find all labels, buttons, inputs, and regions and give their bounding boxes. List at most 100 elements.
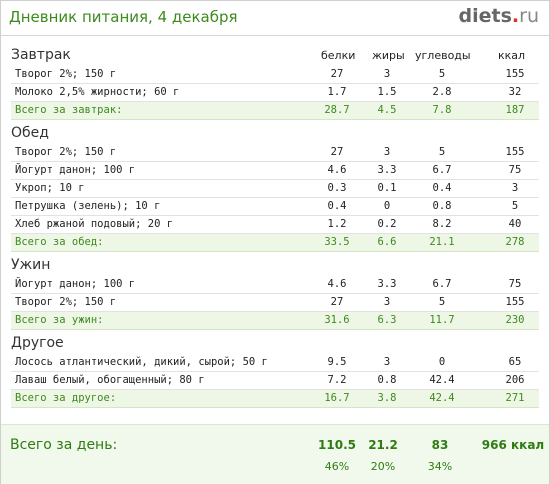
carbs-value: 5	[438, 146, 446, 158]
carbs-value: 6.7	[432, 278, 452, 290]
protein-value: 28.7	[324, 104, 350, 116]
food-name: Творог 2%; 150 г	[15, 296, 117, 308]
day-total-panel: Всего за день: 110.5 21.2 83 966 ккал 46…	[1, 424, 549, 484]
protein-value: 0.3	[327, 182, 347, 194]
kcal-value: 155	[505, 68, 525, 80]
protein-value: 0.4	[327, 200, 347, 212]
kcal-value: 5	[511, 200, 519, 212]
fat-value: 0.2	[377, 218, 397, 230]
food-name: Укроп; 10 г	[15, 182, 85, 194]
page-title: Дневник питания, 4 декабря	[9, 8, 238, 26]
day-pct-carbs: 34%	[427, 460, 453, 473]
table-row: Петрушка (зелень); 10 г 0.4 0 0.8 5	[11, 198, 539, 216]
fat-value: 3	[383, 296, 391, 308]
kcal-value: 187	[505, 104, 525, 116]
food-name: Йогурт данон; 100 г	[15, 278, 136, 290]
section-title-breakfast: Завтрак	[11, 47, 71, 63]
day-total-protein: 110.5	[318, 438, 356, 452]
section-total-row: Всего за завтрак: 28.7 4.5 7.8 187	[11, 102, 539, 120]
fat-value: 6.3	[377, 314, 397, 326]
fat-value: 0.1	[377, 182, 397, 194]
section-title-lunch: Обед	[11, 125, 49, 141]
carbs-value: 5	[438, 296, 446, 308]
protein-value: 9.5	[327, 356, 347, 368]
site-logo[interactable]: diets.ru	[459, 5, 539, 27]
total-label: Всего за другое:	[15, 392, 117, 404]
carbs-value: 6.7	[432, 164, 452, 176]
table-row: Йогурт данон; 100 г 4.6 3.3 6.7 75	[11, 162, 539, 180]
kcal-value: 75	[508, 164, 522, 176]
total-label: Всего за обед:	[15, 236, 104, 248]
carbs-value: 42.4	[429, 374, 455, 386]
logo-main: diets	[458, 5, 512, 27]
total-label: Всего за ужин:	[15, 314, 104, 326]
fat-value: 0	[383, 200, 391, 212]
logo-tld: ru	[519, 5, 539, 27]
logo-dot: .	[511, 5, 520, 27]
day-total-carbs: 83	[431, 438, 449, 452]
carbs-value: 7.8	[432, 104, 452, 116]
column-header-protein: белки	[321, 49, 356, 62]
protein-value: 4.6	[327, 164, 347, 176]
total-label: Всего за завтрак:	[15, 104, 123, 116]
table-row: Творог 2%; 150 г 27 3 5 155	[11, 66, 539, 84]
fat-value: 1.5	[377, 86, 397, 98]
food-name: Молоко 2,5% жирности; 60 г	[15, 86, 180, 98]
carbs-value: 8.2	[432, 218, 452, 230]
food-name: Творог 2%; 150 г	[15, 68, 117, 80]
table-row: Хлеб ржаной подовый; 20 г 1.2 0.2 8.2 40	[11, 216, 539, 234]
food-name: Хлеб ржаной подовый; 20 г	[15, 218, 174, 230]
kcal-value: 65	[508, 356, 522, 368]
kcal-value: 155	[505, 296, 525, 308]
table-row: Творог 2%; 150 г 27 3 5 155	[11, 144, 539, 162]
section-title-dinner: Ужин	[11, 257, 51, 273]
carbs-value: 11.7	[429, 314, 455, 326]
section-total-row: Всего за другое: 16.7 3.8 42.4 271	[11, 390, 539, 408]
section-title-other: Другое	[11, 335, 64, 351]
fat-value: 3	[383, 146, 391, 158]
table-row: Творог 2%; 150 г 27 3 5 155	[11, 294, 539, 312]
day-total-kcal: 966 ккал	[481, 438, 545, 452]
kcal-value: 40	[508, 218, 522, 230]
fat-value: 3	[383, 356, 391, 368]
kcal-value: 32	[508, 86, 522, 98]
protein-value: 4.6	[327, 278, 347, 290]
food-name: Лосось атлантический, дикий, сырой; 50 г	[15, 356, 268, 368]
fat-value: 0.8	[377, 374, 397, 386]
section-total-row: Всего за ужин: 31.6 6.3 11.7 230	[11, 312, 539, 330]
carbs-value: 0.8	[432, 200, 452, 212]
column-header-fat: жиры	[372, 49, 405, 62]
table-row: Йогурт данон; 100 г 4.6 3.3 6.7 75	[11, 276, 539, 294]
food-name: Йогурт данон; 100 г	[15, 164, 136, 176]
day-total-label: Всего за день:	[10, 437, 118, 453]
day-total-fat: 21.2	[368, 438, 398, 452]
kcal-value: 3	[511, 182, 519, 194]
table-row: Лосось атлантический, дикий, сырой; 50 г…	[11, 354, 539, 372]
kcal-value: 271	[505, 392, 525, 404]
protein-value: 33.5	[324, 236, 350, 248]
carbs-value: 5	[438, 68, 446, 80]
protein-value: 31.6	[324, 314, 350, 326]
table-row: Укроп; 10 г 0.3 0.1 0.4 3	[11, 180, 539, 198]
kcal-value: 155	[505, 146, 525, 158]
header: Дневник питания, 4 декабря diets.ru	[1, 1, 549, 36]
protein-value: 1.2	[327, 218, 347, 230]
protein-value: 1.7	[327, 86, 347, 98]
fat-value: 3.8	[377, 392, 397, 404]
fat-value: 6.6	[377, 236, 397, 248]
protein-value: 27	[330, 296, 344, 308]
kcal-value: 230	[505, 314, 525, 326]
day-pct-fat: 20%	[370, 460, 396, 473]
carbs-value: 0.4	[432, 182, 452, 194]
kcal-value: 75	[508, 278, 522, 290]
kcal-value: 206	[505, 374, 525, 386]
kcal-value: 278	[505, 236, 525, 248]
food-name: Петрушка (зелень); 10 г	[15, 200, 161, 212]
column-header-kcal: ккал	[498, 49, 526, 62]
protein-value: 27	[330, 146, 344, 158]
table-row: Молоко 2,5% жирности; 60 г 1.7 1.5 2.8 3…	[11, 84, 539, 102]
food-name: Лаваш белый, обогащенный; 80 г	[15, 374, 205, 386]
fat-value: 3	[383, 68, 391, 80]
section-total-row: Всего за обед: 33.5 6.6 21.1 278	[11, 234, 539, 252]
